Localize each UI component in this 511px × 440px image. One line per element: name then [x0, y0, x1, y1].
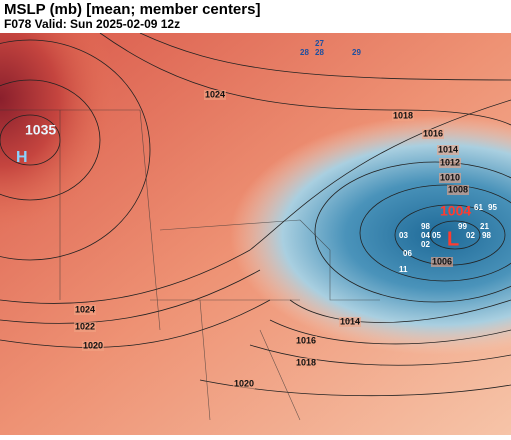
isobar-label-bg [295, 336, 317, 346]
isobar-label: 1012 [440, 157, 460, 167]
high-value: 1035 [25, 122, 56, 138]
isobar-label-bg [295, 358, 317, 368]
member-center: 03 [399, 231, 408, 240]
header-band [0, 0, 511, 33]
isobar-label: 1014 [340, 316, 360, 326]
isobar-label: 1024 [75, 304, 95, 314]
isobar-label-bg [431, 257, 453, 267]
member-center: 28 [315, 48, 324, 57]
member-center: 02 [466, 231, 475, 240]
isobar-label-bg [74, 305, 96, 315]
isobar-label: 1022 [75, 321, 95, 331]
low-symbol: L [447, 228, 459, 250]
isobar-label-bg [339, 317, 361, 327]
member-center: 27 [315, 39, 324, 48]
member-center: 29 [352, 48, 361, 57]
member-center: 61 [474, 203, 483, 212]
low-value: 1004 [440, 203, 471, 219]
isobar-label-bg [233, 379, 255, 389]
member-center: 05 [432, 231, 441, 240]
isobar-label: 1010 [440, 172, 460, 182]
borders [0, 109, 380, 421]
isobar-label: 1018 [296, 357, 316, 367]
isobar-label-bg [82, 341, 104, 351]
member-center: 06 [403, 249, 412, 258]
member-center: 02 [421, 240, 430, 249]
member-center: 95 [488, 203, 497, 212]
title: MSLP (mb) [mean; member centers] [4, 1, 260, 18]
high-symbol: H [16, 149, 28, 166]
member-center: 21 [480, 222, 489, 231]
isobar-label: 1008 [448, 184, 468, 194]
isobar-label: 1016 [423, 128, 443, 138]
member-center: 98 [482, 231, 491, 240]
isobar-label: 1024 [205, 89, 225, 99]
isobar-label-bg [422, 129, 444, 139]
isobar-label-bg [437, 145, 459, 155]
subtitle: F078 Valid: Sun 2025-02-09 12z [4, 17, 180, 31]
isobar-label-bg [204, 90, 226, 100]
isobar-label: 1014 [438, 144, 458, 154]
isobar-label: 1018 [393, 110, 413, 120]
member-center: 11 [399, 265, 408, 274]
isobar-label-bg [439, 173, 461, 183]
isobar-label: 1006 [432, 256, 452, 266]
member-center: 99 [458, 222, 467, 231]
isobar-label: 1020 [83, 340, 103, 350]
member-center: 04 [421, 231, 430, 240]
member-center: 28 [300, 48, 309, 57]
isobar-label-bg [74, 322, 96, 332]
high-shading [0, 33, 260, 333]
isobar-label-bg [439, 158, 461, 168]
isobar-label: 1016 [296, 335, 316, 345]
isobar-label: 1020 [234, 378, 254, 388]
isobar-label-bg [392, 111, 414, 121]
member-center: 98 [421, 222, 430, 231]
isobar-label-bg [447, 185, 469, 195]
